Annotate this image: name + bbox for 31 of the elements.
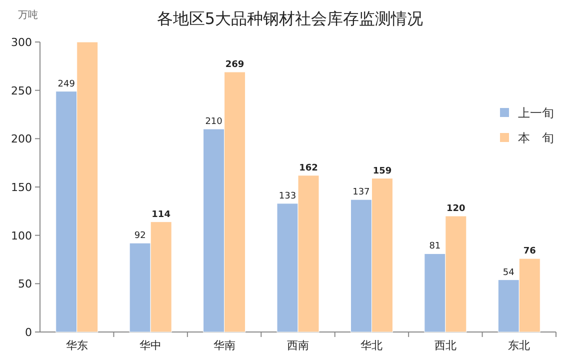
y-tick-label: 50 — [18, 278, 32, 291]
data-label: 162 — [299, 163, 318, 174]
y-tick-label: 0 — [25, 326, 32, 339]
data-label: 92 — [134, 231, 146, 242]
y-tick-label: 250 — [11, 84, 32, 98]
x-tick-label: 西北 — [434, 339, 456, 352]
x-tick-label: 西南 — [287, 339, 309, 352]
data-label: 120 — [446, 204, 466, 214]
y-tick-label: 150 — [11, 181, 32, 194]
y-axis-title: 万吨 — [18, 9, 38, 21]
x-tick-label: 华北 — [360, 339, 383, 352]
legend-label: 本 旬 — [518, 131, 554, 145]
data-label: 159 — [372, 166, 392, 176]
data-label: 137 — [352, 188, 370, 198]
data-label: 81 — [429, 242, 441, 252]
data-label: 249 — [58, 79, 76, 90]
data-label: 76 — [523, 246, 536, 257]
x-tick-label: 华东 — [66, 339, 88, 352]
data-label: 133 — [278, 191, 296, 202]
data-label: 269 — [225, 60, 244, 70]
data-label: 54 — [502, 268, 515, 278]
data-label: 114 — [152, 210, 170, 220]
x-tick-label: 华南 — [213, 339, 236, 352]
y-tick-label: 200 — [11, 132, 32, 146]
chart-title: 各地区5大品种钢材社会库存监测情况 — [156, 9, 424, 28]
x-tick-label: 东北 — [508, 339, 530, 352]
legend-label: 上一旬 — [518, 106, 554, 120]
data-label: 210 — [205, 117, 223, 127]
y-tick-label: 100 — [11, 229, 32, 242]
x-tick-label: 华中 — [140, 339, 162, 352]
y-tick-label: 300 — [11, 36, 32, 49]
